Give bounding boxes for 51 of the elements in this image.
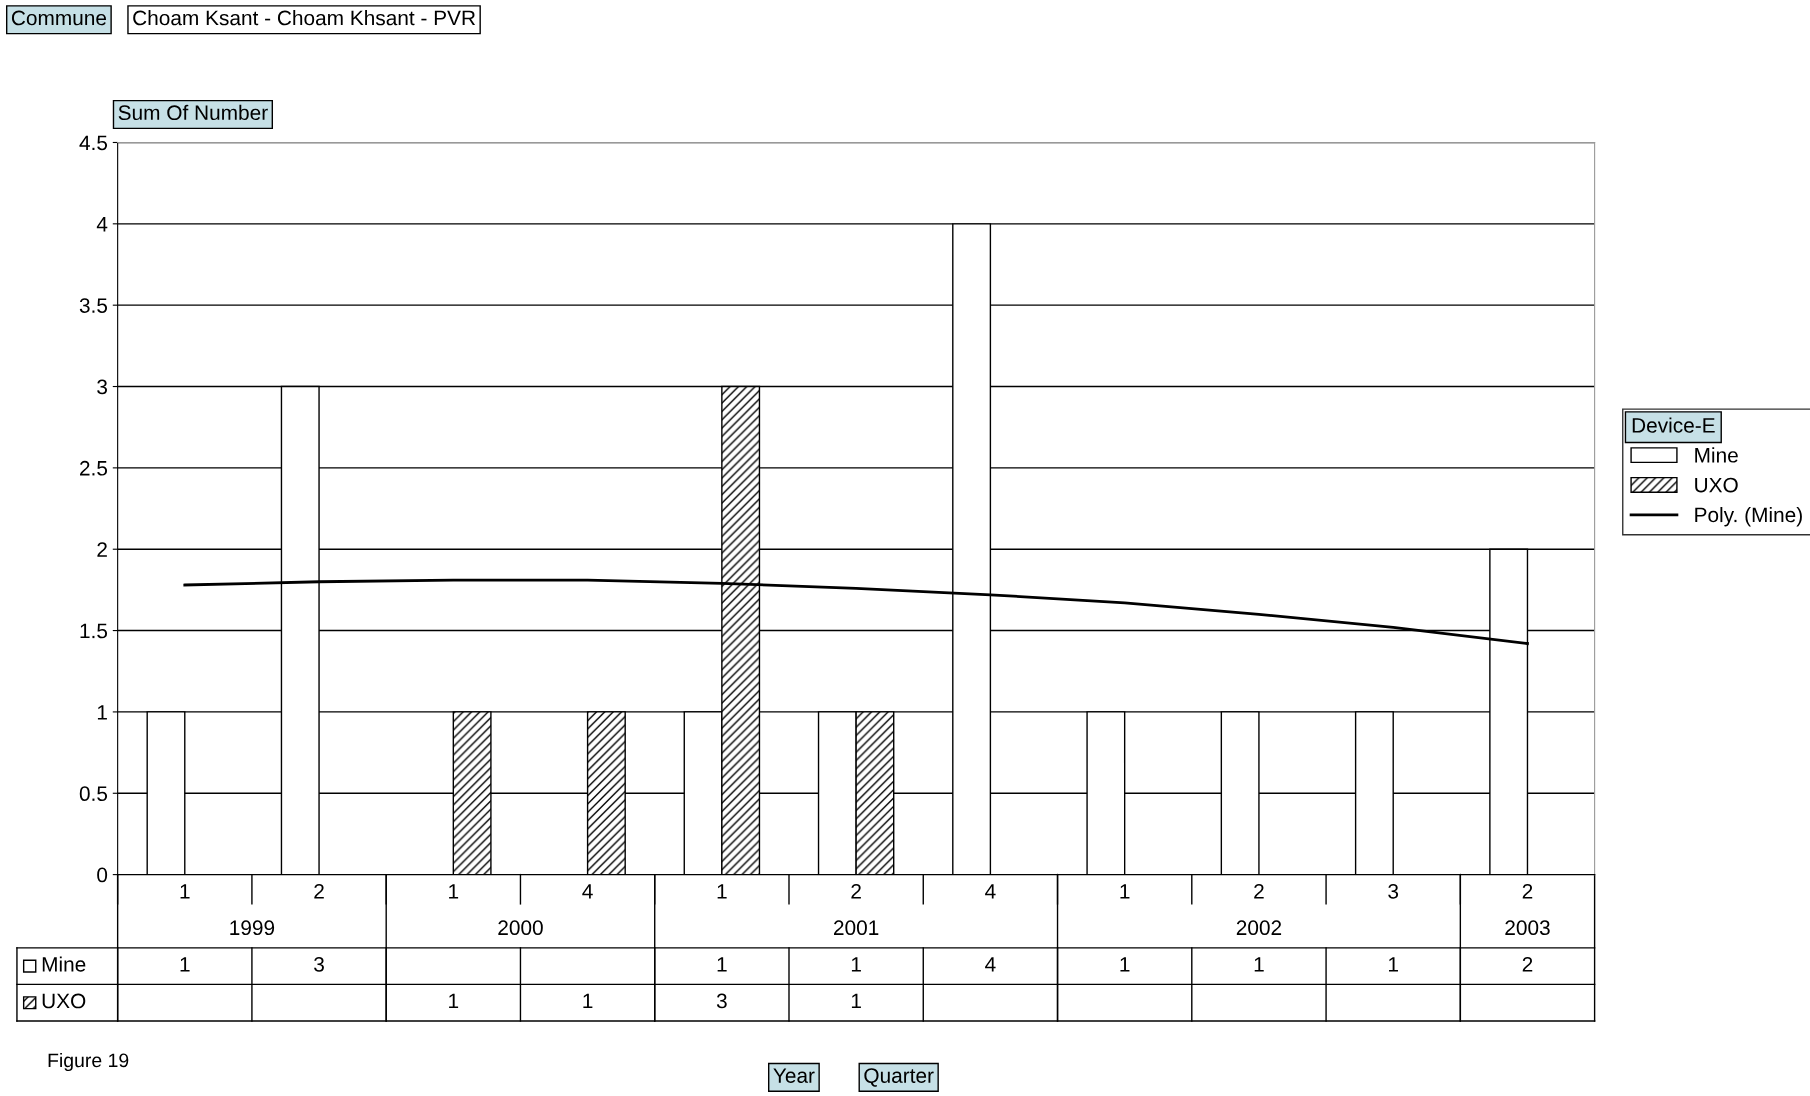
x-tick-label: 1 <box>717 884 727 899</box>
text: Quarter <box>864 1068 934 1087</box>
text: 2001 <box>834 920 879 936</box>
y-tick-label: 2 <box>97 542 107 557</box>
data-label: 1 <box>180 957 190 972</box>
x-tick-label: 1 <box>180 884 190 899</box>
y-tick-label: 3.5 <box>79 298 108 313</box>
y-tick-label: 3 <box>97 379 108 395</box>
data-label: 2 <box>1522 956 1533 972</box>
text: 2002 <box>1236 920 1282 936</box>
text: Commune <box>11 10 107 26</box>
data-label: 1 <box>1389 957 1398 972</box>
x-tick-label: 2 <box>314 883 324 899</box>
y-tick-label: 2.5 <box>80 460 108 476</box>
data-label: 1 <box>851 993 861 1009</box>
legend-title: Device-E <box>1632 417 1715 433</box>
data-label: 3 <box>314 956 324 972</box>
legend-label: UXO <box>42 993 86 1009</box>
legend-label: Mine <box>42 956 86 972</box>
x-tick-label: 1 <box>1120 884 1130 899</box>
text: Year <box>773 1068 815 1083</box>
x-tick-label: 2 <box>1254 883 1264 899</box>
x-tick-label: 4 <box>985 884 996 899</box>
text: 2003 <box>1505 920 1550 936</box>
legend-label: Poly. (Mine) <box>1695 506 1802 527</box>
data-label: 3 <box>716 993 727 1009</box>
y-tick-label: 0 <box>97 867 108 883</box>
data-label: 1 <box>851 957 861 972</box>
text: UXO <box>1695 477 1738 493</box>
y-tick-label: 1 <box>97 705 107 720</box>
x-tick-label: 3 <box>1388 883 1399 899</box>
y-tick-label: 1.5 <box>80 623 108 639</box>
text: Choam Ksant - Choam Khsant - PVR <box>133 10 476 26</box>
x-tick-label: 4 <box>582 884 593 899</box>
data-label: 1 <box>1120 957 1130 972</box>
data-label: 4 <box>985 957 996 972</box>
text: 2000 <box>498 920 543 936</box>
x-tick-label: 2 <box>851 883 861 899</box>
text: Mine <box>1695 447 1738 463</box>
data-label: 1 <box>583 993 593 1009</box>
y-axis-title: Sum Of Number <box>118 104 268 121</box>
data-label: 1 <box>1254 957 1264 972</box>
caption: Figure 19 <box>48 1052 129 1072</box>
y-tick-label: 4 <box>96 217 108 232</box>
text: 1999 <box>230 920 275 936</box>
data-label: 1 <box>717 957 727 972</box>
y-tick-label: 4.5 <box>79 135 108 151</box>
x-tick-label: 2 <box>1522 883 1533 899</box>
data-label: 1 <box>449 993 459 1009</box>
x-tick-label: 1 <box>449 884 459 899</box>
y-tick-label: 0.5 <box>79 786 108 802</box>
